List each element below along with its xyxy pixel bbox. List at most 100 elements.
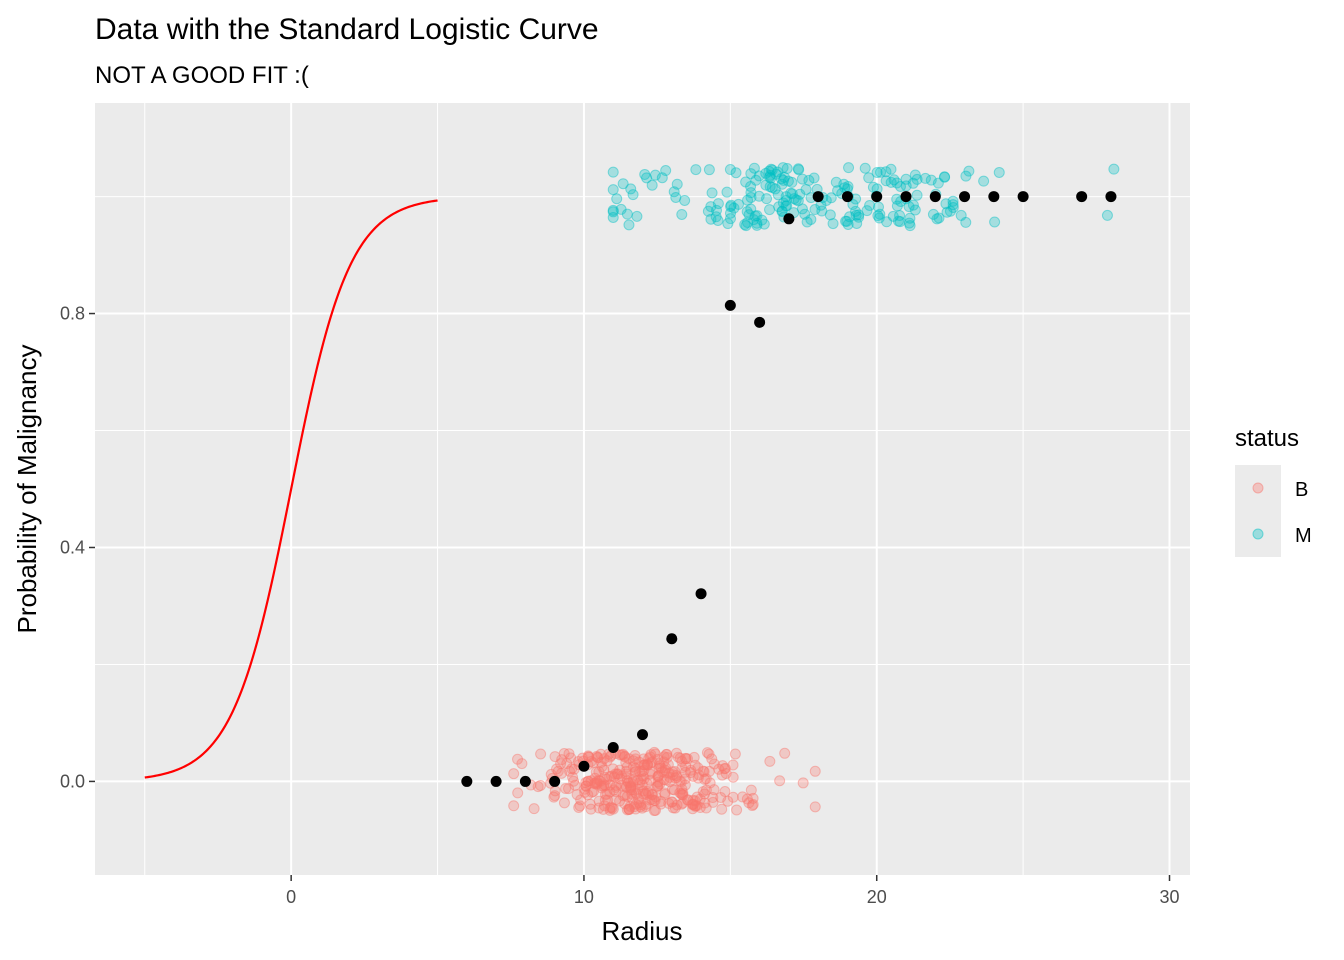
data-point-b — [604, 771, 616, 783]
data-point-b — [658, 774, 670, 786]
data-point-b — [564, 765, 576, 777]
data-point-b — [567, 771, 579, 783]
legend-key-b — [1235, 465, 1281, 511]
data-point-b — [698, 766, 710, 778]
data-point-m — [1101, 209, 1113, 221]
data-point-m — [796, 173, 808, 185]
data-point-m — [859, 162, 871, 174]
data-point-m — [963, 165, 975, 177]
data-point-b — [621, 791, 633, 803]
legend: status B M — [1235, 425, 1312, 557]
data-point-b — [689, 795, 701, 807]
data-point-b — [633, 756, 645, 768]
data-point-b — [646, 788, 658, 800]
data-point-b — [589, 778, 601, 790]
data-point-m — [776, 205, 788, 217]
data-point-m — [841, 215, 853, 227]
data-point-m — [900, 173, 912, 185]
data-point-b — [797, 777, 809, 789]
data-point-b — [639, 759, 651, 771]
legend-label-b: B — [1295, 479, 1308, 501]
data-point-b — [512, 753, 524, 765]
data-point-b — [585, 803, 597, 815]
data-point-m — [761, 193, 773, 205]
data-point-m — [745, 187, 757, 199]
data-point-b — [719, 786, 731, 798]
data-point-m — [760, 167, 772, 179]
data-point-m — [805, 213, 817, 225]
data-point-m — [838, 178, 850, 190]
data-point-m — [911, 173, 923, 185]
data-point-m — [705, 213, 717, 225]
data-point-b — [619, 751, 631, 763]
data-point-m — [793, 164, 805, 176]
data-point-b — [664, 771, 676, 783]
data-point-b — [599, 788, 611, 800]
axes: 0 10 20 30 0.0 0.4 0.8 — [60, 304, 1180, 907]
data-point-b — [731, 804, 743, 816]
data-point-b — [636, 779, 648, 791]
data-point-m — [867, 181, 879, 193]
data-point-b — [666, 796, 678, 808]
y-tick-label: 0.4 — [60, 537, 85, 557]
data-point-m — [800, 183, 812, 195]
data-point-b — [624, 781, 636, 793]
data-point-b — [636, 766, 648, 778]
data-point-m — [887, 210, 899, 222]
data-point-m — [769, 183, 781, 195]
data-point-b — [687, 770, 699, 782]
data-point-b — [512, 787, 524, 799]
data-point-m — [939, 171, 951, 183]
data-point-b — [620, 781, 632, 793]
data-point-b — [719, 762, 731, 774]
proportion-point — [900, 191, 912, 203]
data-point-b — [697, 765, 709, 777]
data-point-b — [579, 786, 591, 798]
data-point-b — [578, 783, 590, 795]
data-point-b — [675, 776, 687, 788]
data-point-m — [778, 171, 790, 183]
data-point-m — [765, 163, 777, 175]
data-point-m — [790, 194, 802, 206]
data-point-b — [660, 749, 672, 761]
data-point-b — [560, 783, 572, 795]
data-point-b — [591, 750, 603, 762]
data-point-b — [637, 788, 649, 800]
data-point-m — [607, 184, 619, 196]
data-point-m — [792, 163, 804, 175]
data-point-b — [598, 780, 610, 792]
data-point-b — [655, 795, 667, 807]
data-point-b — [614, 795, 626, 807]
data-point-m — [940, 198, 952, 210]
data-point-b — [671, 747, 683, 759]
data-point-b — [636, 802, 648, 814]
data-point-m — [944, 205, 956, 217]
data-point-b — [686, 799, 698, 811]
data-point-b — [652, 781, 664, 793]
data-point-b — [653, 762, 665, 774]
data-point-b — [625, 784, 637, 796]
data-point-b — [675, 788, 687, 800]
data-point-b — [648, 746, 660, 758]
data-point-m — [781, 200, 793, 212]
data-point-m — [777, 197, 789, 209]
data-point-m — [792, 195, 804, 207]
data-point-m — [639, 168, 651, 180]
data-point-b — [661, 751, 673, 763]
data-point-b — [549, 790, 561, 802]
data-point-m — [888, 174, 900, 186]
data-point-b — [566, 763, 578, 775]
data-point-b — [528, 803, 540, 815]
data-point-b — [687, 794, 699, 806]
data-point-m — [904, 220, 916, 232]
data-point-b — [674, 775, 686, 787]
data-point-m — [843, 162, 855, 174]
data-point-m — [919, 172, 931, 184]
data-point-m — [780, 191, 792, 203]
proportion-point — [841, 191, 853, 203]
data-point-b — [586, 786, 598, 798]
data-point-b — [720, 768, 732, 780]
data-point-b — [680, 753, 692, 765]
data-point-m — [732, 198, 744, 210]
data-point-m — [751, 217, 763, 229]
